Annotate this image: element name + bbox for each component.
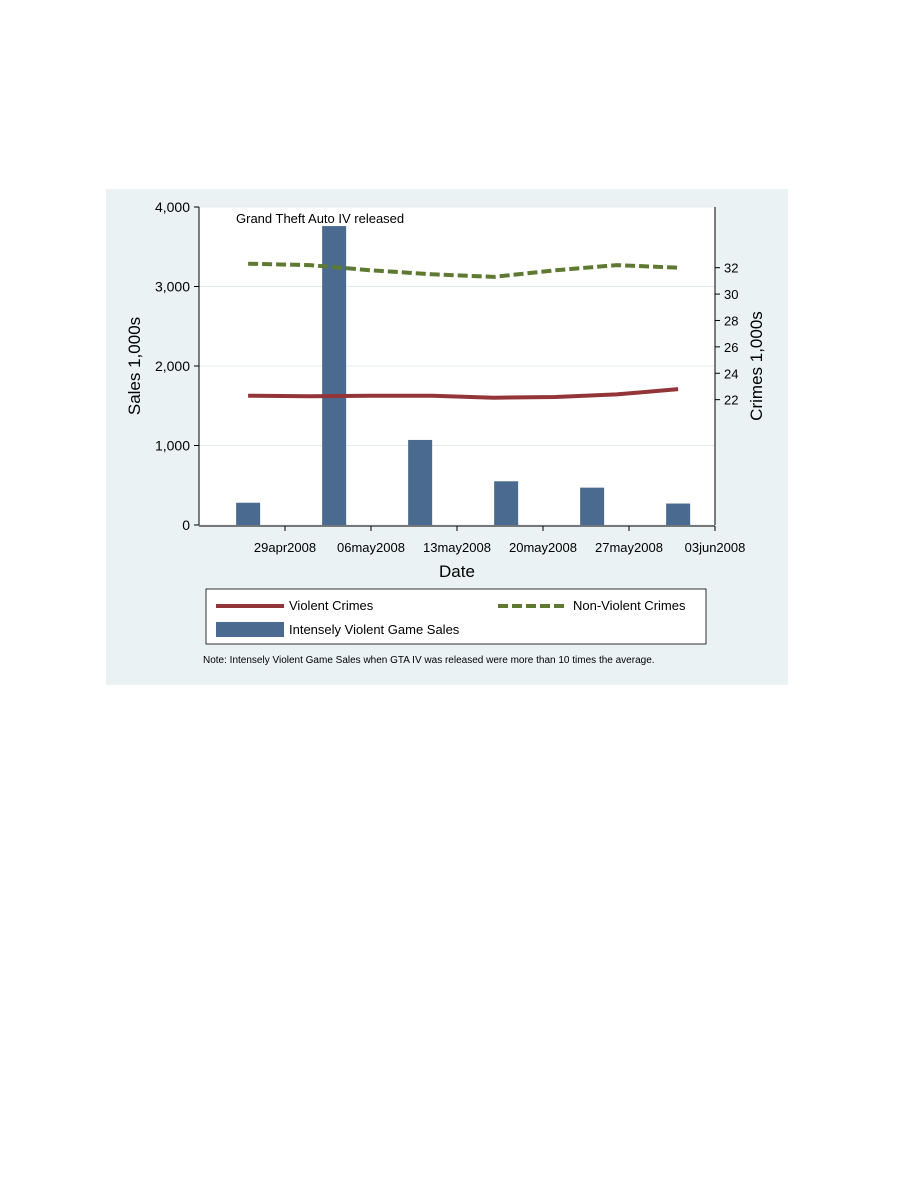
violent-crimes-line: [248, 387, 679, 400]
legend-label-non-violent-crimes: Non-Violent Crimes: [573, 598, 686, 613]
legend-swatch-game-sales: [216, 622, 284, 637]
chart-note: Note: Intensely Violent Game Sales when …: [203, 655, 655, 666]
x-tick-label: 06may2008: [337, 540, 405, 555]
line-series: [248, 261, 679, 400]
axes: [194, 206, 720, 531]
chart-svg: 0 1,000 2,000 3,000 4,000 22 24 26 28 30 32 29apr20…: [125, 199, 766, 666]
bar: [322, 226, 347, 525]
y-left-tick-label: 1,000: [155, 438, 190, 454]
y-right-tick-label: 28: [724, 313, 738, 328]
legend: Violent Crimes Non-Violent Crimes Intens…: [205, 588, 707, 645]
non-violent-crimes-line: [248, 261, 679, 279]
legend-label-violent-crimes: Violent Crimes: [289, 598, 374, 613]
y-left-tick-label: 2,000: [155, 358, 190, 374]
y-axis-right-title: Crimes 1,000s: [747, 311, 766, 421]
x-tick-label: 13may2008: [423, 540, 491, 555]
legend-label-game-sales: Intensely Violent Game Sales: [289, 622, 460, 637]
x-tick-label: 27may2008: [595, 540, 663, 555]
bar: [408, 439, 433, 525]
bar: [666, 503, 691, 525]
bar-series: [236, 226, 691, 525]
y-right-tick-label: 32: [724, 261, 738, 276]
x-tick-label: 20may2008: [509, 540, 577, 555]
legend-box: [205, 588, 707, 645]
bar: [580, 487, 605, 525]
x-tick-label: 03jun2008: [685, 540, 746, 555]
y-right-tick-label: 22: [724, 393, 738, 408]
y-left-tick-label: 0: [182, 517, 190, 533]
y-left-tick-label: 4,000: [155, 199, 190, 215]
bar: [236, 502, 261, 525]
release-annotation: Grand Theft Auto IV released: [236, 211, 404, 226]
y-right-tick-label: 30: [724, 287, 738, 302]
x-axis-title: Date: [439, 562, 475, 581]
gridlines: [199, 206, 715, 526]
chart-figure: 0 1,000 2,000 3,000 4,000 22 24 26 28 30 32 29apr20…: [106, 189, 788, 685]
y-right-tick-label: 24: [724, 366, 738, 381]
x-tick-label: 29apr2008: [254, 540, 316, 555]
y-left-tick-label: 3,000: [155, 279, 190, 295]
y-axis-left-title: Sales 1,000s: [125, 317, 144, 415]
y-right-tick-label: 26: [724, 340, 738, 355]
bar: [494, 481, 519, 525]
tick-labels: 0 1,000 2,000 3,000 4,000 22 24 26 28 30 32 29apr20…: [155, 199, 745, 555]
